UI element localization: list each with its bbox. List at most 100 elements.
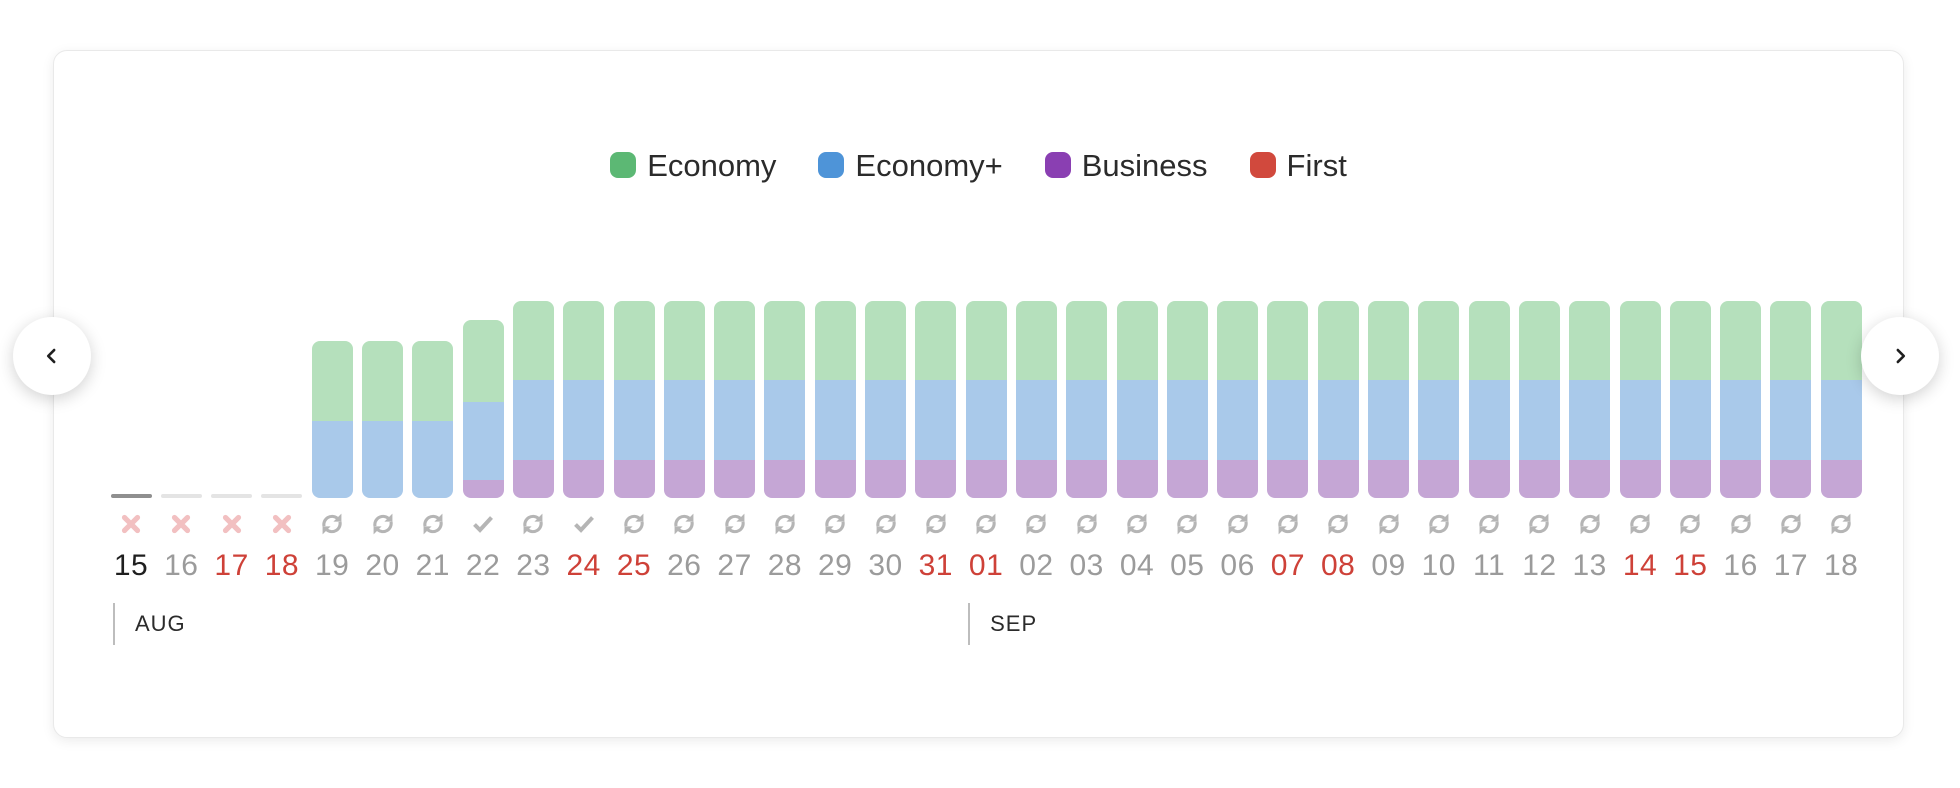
sync-icon[interactable] (1626, 510, 1654, 538)
availability-bar[interactable] (714, 301, 756, 498)
sync-icon[interactable] (620, 510, 648, 538)
day-label[interactable]: 23 (516, 549, 551, 582)
availability-bar[interactable] (663, 301, 705, 498)
day-label[interactable]: 13 (1572, 549, 1607, 582)
day-label[interactable]: 17 (1773, 549, 1809, 582)
next-dates-button[interactable] (1861, 317, 1939, 395)
sync-icon[interactable] (922, 510, 950, 538)
day-label[interactable]: 15 (1673, 549, 1708, 582)
availability-bar[interactable] (613, 301, 655, 498)
day-label[interactable]: 26 (667, 549, 702, 582)
day-label[interactable]: 06 (1220, 549, 1255, 582)
day-label[interactable]: 31 (918, 549, 953, 582)
availability-bar[interactable] (362, 341, 403, 498)
sync-icon[interactable] (1727, 510, 1755, 538)
availability-bar[interactable] (1619, 301, 1661, 498)
sync-icon[interactable] (1525, 510, 1553, 538)
availability-bar[interactable] (1518, 301, 1560, 498)
availability-bar[interactable] (563, 301, 605, 498)
sync-icon[interactable] (1375, 510, 1403, 538)
availability-bar[interactable] (412, 341, 454, 498)
availability-bar[interactable] (1418, 301, 1460, 498)
day-label[interactable]: 21 (415, 549, 450, 582)
availability-bar[interactable] (1116, 301, 1158, 498)
prev-dates-button[interactable] (13, 317, 91, 395)
sync-icon[interactable] (1676, 510, 1704, 538)
day-label[interactable]: 09 (1371, 549, 1406, 582)
day-label[interactable]: 28 (767, 549, 803, 582)
day-label[interactable]: 20 (365, 549, 400, 582)
sync-icon[interactable] (1777, 510, 1805, 538)
day-label[interactable]: 27 (717, 549, 752, 582)
day-label[interactable]: 16 (164, 549, 199, 582)
sync-icon[interactable] (972, 510, 1000, 538)
availability-bar[interactable] (865, 301, 906, 498)
availability-bar[interactable] (1720, 301, 1762, 498)
day-label[interactable]: 03 (1069, 549, 1104, 582)
sync-icon[interactable] (1425, 510, 1453, 538)
availability-bar[interactable] (1770, 301, 1812, 498)
availability-bar[interactable] (915, 301, 957, 498)
day-label[interactable]: 04 (1119, 549, 1155, 582)
cross-icon[interactable] (218, 510, 246, 538)
availability-bar[interactable] (1317, 301, 1359, 498)
availability-bar[interactable] (311, 341, 353, 498)
cross-icon[interactable] (117, 510, 145, 538)
cross-icon[interactable] (167, 510, 195, 538)
availability-bar[interactable] (1569, 301, 1611, 498)
availability-bar[interactable] (462, 320, 504, 498)
sync-icon[interactable] (670, 510, 698, 538)
availability-bar[interactable] (1267, 301, 1309, 498)
check-icon[interactable] (469, 510, 497, 538)
sync-icon[interactable] (519, 510, 547, 538)
availability-bar[interactable] (1669, 301, 1711, 498)
day-label[interactable]: 25 (616, 549, 652, 582)
day-label[interactable]: 19 (315, 549, 350, 582)
day-label[interactable]: 12 (1522, 549, 1557, 582)
sync-icon[interactable] (1324, 510, 1352, 538)
sync-icon[interactable] (1576, 510, 1604, 538)
day-label[interactable]: 17 (214, 549, 249, 582)
sync-icon[interactable] (318, 510, 346, 538)
day-label[interactable]: 16 (1723, 549, 1758, 582)
sync-icon[interactable] (1475, 510, 1503, 538)
cross-icon[interactable] (268, 510, 296, 538)
day-label[interactable]: 29 (818, 549, 853, 582)
check-icon[interactable] (570, 510, 598, 538)
availability-bar[interactable] (1166, 301, 1208, 498)
day-label[interactable]: 15 (113, 549, 149, 582)
sync-icon[interactable] (369, 510, 397, 538)
day-label[interactable]: 07 (1270, 549, 1306, 582)
availability-bar[interactable] (512, 301, 554, 498)
day-label[interactable]: 11 (1473, 549, 1506, 582)
sync-icon[interactable] (1022, 510, 1050, 538)
day-label[interactable]: 22 (465, 549, 501, 582)
availability-bar[interactable] (1468, 301, 1510, 498)
sync-icon[interactable] (771, 510, 799, 538)
day-label[interactable]: 18 (1824, 549, 1859, 582)
sync-icon[interactable] (821, 510, 849, 538)
day-label[interactable]: 02 (1019, 549, 1054, 582)
sync-icon[interactable] (1827, 510, 1855, 538)
availability-bar[interactable] (1217, 301, 1259, 498)
availability-bar[interactable] (814, 301, 856, 498)
day-label[interactable]: 24 (566, 549, 601, 582)
availability-bar[interactable] (1015, 301, 1057, 498)
availability-bar[interactable] (1368, 301, 1409, 498)
sync-icon[interactable] (1073, 510, 1101, 538)
sync-icon[interactable] (872, 510, 900, 538)
day-label[interactable]: 18 (264, 549, 300, 582)
sync-icon[interactable] (1173, 510, 1201, 538)
sync-icon[interactable] (419, 510, 447, 538)
day-label[interactable]: 30 (868, 549, 903, 582)
availability-bar[interactable] (965, 301, 1007, 498)
availability-bar[interactable] (764, 301, 806, 498)
day-label[interactable]: 05 (1170, 549, 1205, 582)
sync-icon[interactable] (721, 510, 749, 538)
availability-bar[interactable] (1820, 301, 1862, 498)
day-label[interactable]: 10 (1421, 549, 1456, 582)
availability-bar[interactable] (1066, 301, 1108, 498)
day-label[interactable]: 08 (1321, 549, 1356, 582)
sync-icon[interactable] (1123, 510, 1151, 538)
sync-icon[interactable] (1224, 510, 1252, 538)
